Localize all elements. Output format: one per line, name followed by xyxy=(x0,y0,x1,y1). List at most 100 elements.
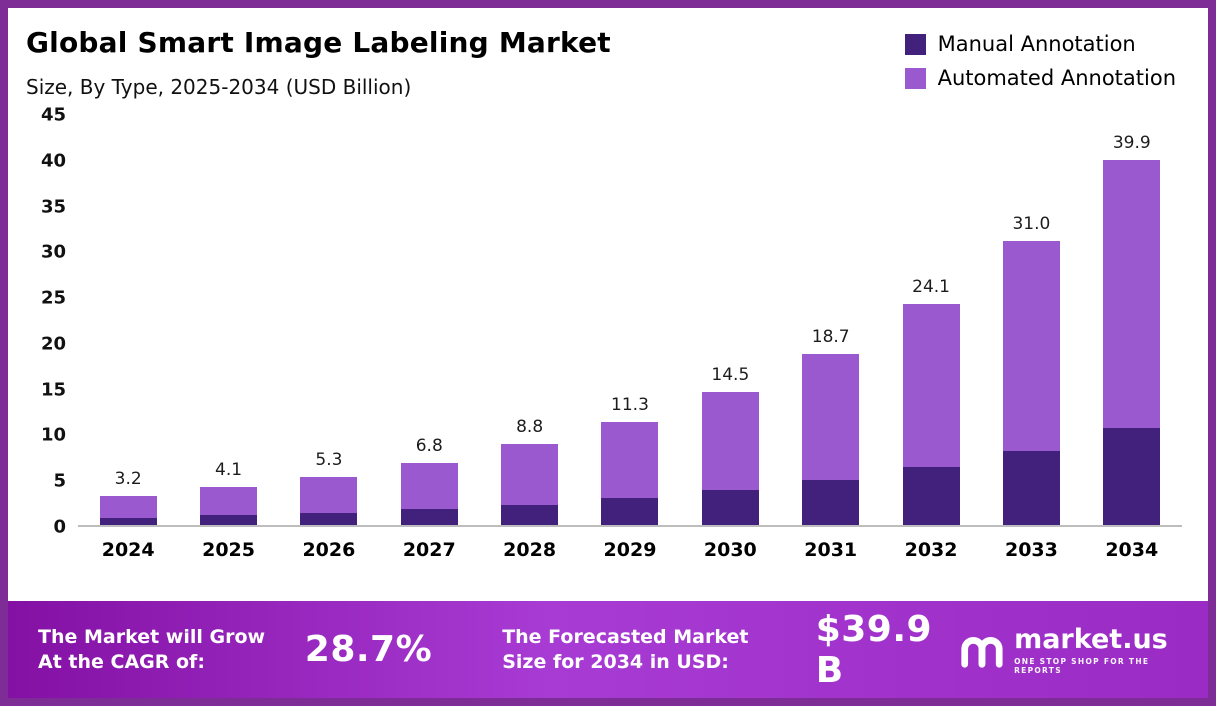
bar-segment-manual-annotation xyxy=(1002,450,1060,525)
brand-logo-block: market.us ONE STOP SHOP FOR THE REPORTS xyxy=(958,624,1178,675)
x-tick-label: 2032 xyxy=(904,539,958,561)
chart-title: Global Smart Image Labeling Market xyxy=(26,26,611,59)
chart-card: Global Smart Image Labeling Market Size,… xyxy=(8,8,1208,601)
bar-segment-manual-annotation xyxy=(802,480,860,525)
bar-slot-2024: 3.2 xyxy=(78,115,178,525)
x-tick-label: 2031 xyxy=(804,539,858,561)
legend-label-manual-annotation: Manual Annotation xyxy=(937,32,1136,56)
stacked-bar xyxy=(701,392,759,525)
bar-segment-automated-annotation xyxy=(902,304,960,468)
bar-segment-manual-annotation xyxy=(300,513,358,525)
y-tick-label: 0 xyxy=(53,516,66,538)
bar-slot-2028: 8.8 xyxy=(479,115,579,525)
stacked-bar xyxy=(802,353,860,525)
bar-segment-automated-annotation xyxy=(1103,159,1161,428)
bar-segment-manual-annotation xyxy=(99,517,157,525)
bar-segment-automated-annotation xyxy=(400,462,458,510)
bar-value-label: 3.2 xyxy=(114,468,142,489)
bar-slot-2034: 39.9 xyxy=(1082,115,1182,525)
bar-segment-automated-annotation xyxy=(802,353,860,481)
bar-segment-automated-annotation xyxy=(701,392,759,491)
bar-segment-automated-annotation xyxy=(1002,241,1060,451)
bar-slot-2032: 24.1 xyxy=(881,115,981,525)
x-tick-label: 2025 xyxy=(202,539,255,561)
bar-value-label: 8.8 xyxy=(516,417,544,438)
footer-banner: The Market will Grow At the CAGR of: 28.… xyxy=(8,601,1208,698)
bar-segment-manual-annotation xyxy=(1103,427,1161,525)
bar-slot-2027: 6.8 xyxy=(379,115,479,525)
bar-value-label: 11.3 xyxy=(611,394,649,415)
legend-item-automated-annotation: Automated Annotation xyxy=(904,66,1176,90)
legend-item-manual-annotation: Manual Annotation xyxy=(904,32,1176,56)
bar-slot-2026: 5.3 xyxy=(279,115,379,525)
bar-slot-2031: 18.7 xyxy=(781,115,881,525)
bar-value-label: 31.0 xyxy=(1012,214,1051,235)
forecast-value: $39.9 B xyxy=(815,608,933,691)
brand-name: market.us xyxy=(1014,624,1168,655)
stacked-bar xyxy=(601,421,659,525)
bar-slot-2029: 11.3 xyxy=(580,115,680,525)
bar-value-label: 14.5 xyxy=(711,365,750,386)
forecast-label: The Forecasted Market Size for 2034 in U… xyxy=(502,625,749,673)
bar-slot-2025: 4.1 xyxy=(178,115,278,525)
stacked-bar xyxy=(1103,159,1161,525)
chart-header: Global Smart Image Labeling Market Size,… xyxy=(26,26,1182,99)
chart-titles: Global Smart Image Labeling Market Size,… xyxy=(26,26,611,99)
x-tick-label: 2030 xyxy=(703,539,757,561)
legend-swatch-automated-annotation xyxy=(904,67,926,89)
bar-slot-2033: 31.0 xyxy=(981,115,1081,525)
bar-value-label: 5.3 xyxy=(315,449,343,470)
x-axis: 2024 2025 2026 2027 2028 2029 2030 2031 2032 2033… xyxy=(78,527,1182,561)
x-tick-label: 2029 xyxy=(603,539,657,561)
y-tick-label: 40 xyxy=(40,150,66,172)
brand-text: market.us ONE STOP SHOP FOR THE REPORTS xyxy=(1014,624,1178,675)
bar-segment-manual-annotation xyxy=(601,498,659,525)
x-tick-label: 2033 xyxy=(1004,539,1058,561)
stacked-bar xyxy=(501,444,559,525)
y-tick-label: 15 xyxy=(40,379,66,401)
stacked-bar xyxy=(1002,241,1060,525)
legend-label-automated-annotation: Automated Annotation xyxy=(937,66,1176,90)
bar-value-label: 39.9 xyxy=(1112,132,1151,153)
x-tick-label: 2034 xyxy=(1105,539,1159,561)
plot-wrap: 0 5 10 15 20 25 30 35 40 45 3.2 4.1 5.3 6.8 8.8 11.3 14… xyxy=(26,105,1182,538)
x-tick-label: 2028 xyxy=(503,539,557,561)
market-us-logo-icon xyxy=(958,625,1004,675)
bar-value-label: 6.8 xyxy=(415,435,443,456)
bar-segment-automated-annotation xyxy=(501,444,559,505)
y-tick-label: 10 xyxy=(40,424,66,446)
stacked-bar xyxy=(200,487,258,525)
bar-segment-manual-annotation xyxy=(501,504,559,525)
cagr-value: 28.7% xyxy=(304,629,433,670)
x-tick-label: 2024 xyxy=(101,539,155,561)
y-tick-label: 20 xyxy=(40,333,66,355)
legend-swatch-manual-annotation xyxy=(904,33,926,55)
y-tick-label: 35 xyxy=(40,196,66,218)
bar-segment-automated-annotation xyxy=(300,476,358,514)
legend: Manual Annotation Automated Annotation xyxy=(904,32,1176,90)
plot-area: 3.2 4.1 5.3 6.8 8.8 11.3 14.5 18.7 24.1 31.0 39.9 xyxy=(78,115,1182,527)
y-tick-label: 5 xyxy=(53,470,66,492)
y-axis: 0 5 10 15 20 25 30 35 40 45 xyxy=(26,105,78,538)
stacked-bar xyxy=(99,495,157,525)
y-tick-label: 45 xyxy=(40,104,66,126)
x-tick-label: 2027 xyxy=(402,539,456,561)
bar-segment-manual-annotation xyxy=(200,514,258,525)
bar-segment-automated-annotation xyxy=(200,487,258,515)
bar-segment-manual-annotation xyxy=(902,467,960,525)
cagr-label: The Market will Grow At the CAGR of: xyxy=(38,625,266,673)
y-tick-label: 30 xyxy=(40,241,66,263)
brand-tagline: ONE STOP SHOP FOR THE REPORTS xyxy=(1014,657,1150,675)
bar-segment-manual-annotation xyxy=(400,509,458,525)
bar-value-label: 24.1 xyxy=(912,277,950,298)
bar-segment-automated-annotation xyxy=(99,495,157,518)
bar-segment-automated-annotation xyxy=(601,421,659,499)
stacked-bar xyxy=(400,462,458,525)
bar-slot-2030: 14.5 xyxy=(680,115,780,525)
stacked-bar xyxy=(902,304,960,525)
x-tick-label: 2026 xyxy=(302,539,356,561)
y-tick-label: 25 xyxy=(40,287,66,309)
stacked-bar xyxy=(300,476,358,525)
bar-value-label: 4.1 xyxy=(215,460,243,481)
